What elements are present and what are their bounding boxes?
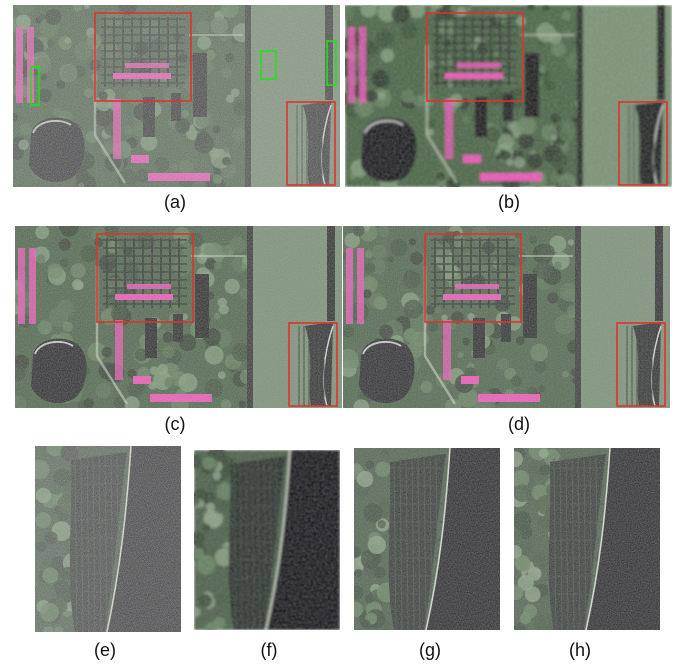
crop-f <box>194 450 340 630</box>
caption-a: (a) <box>164 192 186 212</box>
caption-b: (b) <box>498 192 520 212</box>
panel-f-image <box>194 450 340 630</box>
crop-g <box>354 448 500 630</box>
panel-c-image <box>15 226 342 408</box>
panel-h-image <box>514 448 660 630</box>
sar-scene-b <box>345 5 672 187</box>
caption-d: (d) <box>508 414 530 434</box>
panel-a-image <box>13 5 340 187</box>
caption-h: (h) <box>569 640 591 660</box>
caption-e: (e) <box>94 640 116 660</box>
panel-b-image <box>345 5 672 187</box>
crop-h <box>514 448 660 630</box>
sar-scene-c <box>15 226 342 408</box>
panel-d-image <box>343 226 670 408</box>
sar-scene-d <box>343 226 670 408</box>
sar-scene-a <box>13 5 340 187</box>
panel-g-image <box>354 448 500 630</box>
crop-e <box>35 446 181 632</box>
panel-e-image <box>35 446 181 632</box>
caption-c: (c) <box>164 414 186 434</box>
caption-f: (f) <box>260 640 278 660</box>
caption-g: (g) <box>419 640 441 660</box>
